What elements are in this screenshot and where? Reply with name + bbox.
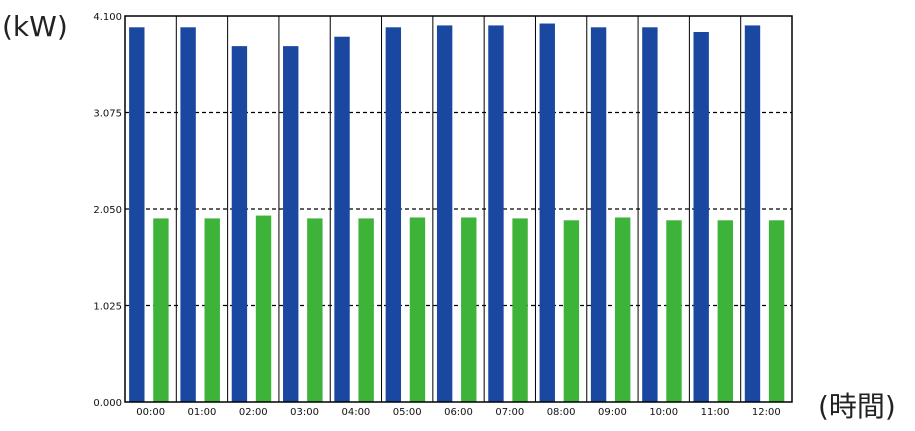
bar-series-1-08:00 xyxy=(539,23,555,402)
gridlines xyxy=(125,16,792,402)
bar-series-2-06:00 xyxy=(461,217,477,402)
y-axis-ticks: 0.000 1.025 2.050 3.075 4.100 xyxy=(93,12,122,409)
bar-series-2-11:00 xyxy=(717,220,733,402)
bar-series-2-02:00 xyxy=(255,215,272,402)
bar-series-2-00:00 xyxy=(153,218,169,402)
x-tick-label: 10:00 xyxy=(649,407,678,418)
x-tick-label: 06:00 xyxy=(444,407,473,418)
bar-series-2-01:00 xyxy=(204,218,220,402)
bar-series-1-01:00 xyxy=(180,27,196,403)
y-tick-label: 0.000 xyxy=(93,398,122,409)
x-tick-label: 00:00 xyxy=(136,407,165,418)
y-tick-label: 2.050 xyxy=(93,205,122,216)
y-tick-label: 3.075 xyxy=(93,109,122,120)
bar-series-2-05:00 xyxy=(409,217,426,402)
bar-series-1-11:00 xyxy=(693,32,709,402)
x-tick-label: 02:00 xyxy=(239,407,268,418)
bar-series-1-00:00 xyxy=(129,27,145,403)
x-tick-label: 11:00 xyxy=(701,407,730,418)
y-tick-label: 4.100 xyxy=(93,12,122,23)
bar-series-2-09:00 xyxy=(614,217,631,402)
bar-series-1-10:00 xyxy=(642,27,658,403)
x-tick-label: 07:00 xyxy=(495,407,524,418)
plot-frame xyxy=(124,15,793,403)
y-tick-label: 1.025 xyxy=(93,302,122,313)
bar-series-1-04:00 xyxy=(334,36,350,403)
bar-series-1-06:00 xyxy=(436,25,453,402)
x-tick-label: 04:00 xyxy=(341,407,370,418)
bar-series-2-03:00 xyxy=(307,218,323,402)
x-tick-label: 12:00 xyxy=(752,407,781,418)
bar-series-1-09:00 xyxy=(590,27,607,403)
bar-series-1-02:00 xyxy=(231,46,248,402)
bar-series-2-04:00 xyxy=(358,218,374,402)
plot-border xyxy=(124,15,793,403)
bar-series-2-10:00 xyxy=(666,220,682,402)
x-tick-label: 05:00 xyxy=(393,407,422,418)
bar-series-2-12:00 xyxy=(768,220,785,402)
x-tick-label: 03:00 xyxy=(290,407,319,418)
x-axis-ticks: 00:00 01:00 02:00 03:00 04:00 05:00 06:00 07:00… xyxy=(136,407,781,418)
bar-series-1-05:00 xyxy=(385,27,402,403)
bar-series-2-07:00 xyxy=(512,218,528,402)
x-tick-label: 08:00 xyxy=(547,407,576,418)
bar-series-1-03:00 xyxy=(283,46,299,402)
bars xyxy=(129,23,785,403)
bar-series-1-12:00 xyxy=(744,25,761,402)
x-tick-label: 09:00 xyxy=(598,407,627,418)
x-axis-unit-label: (時間) xyxy=(818,390,896,423)
x-tick-label: 01:00 xyxy=(188,407,217,418)
bar-series-2-08:00 xyxy=(563,220,580,402)
y-axis-unit-label: (kW) xyxy=(2,10,68,43)
bar-series-1-07:00 xyxy=(488,25,504,402)
